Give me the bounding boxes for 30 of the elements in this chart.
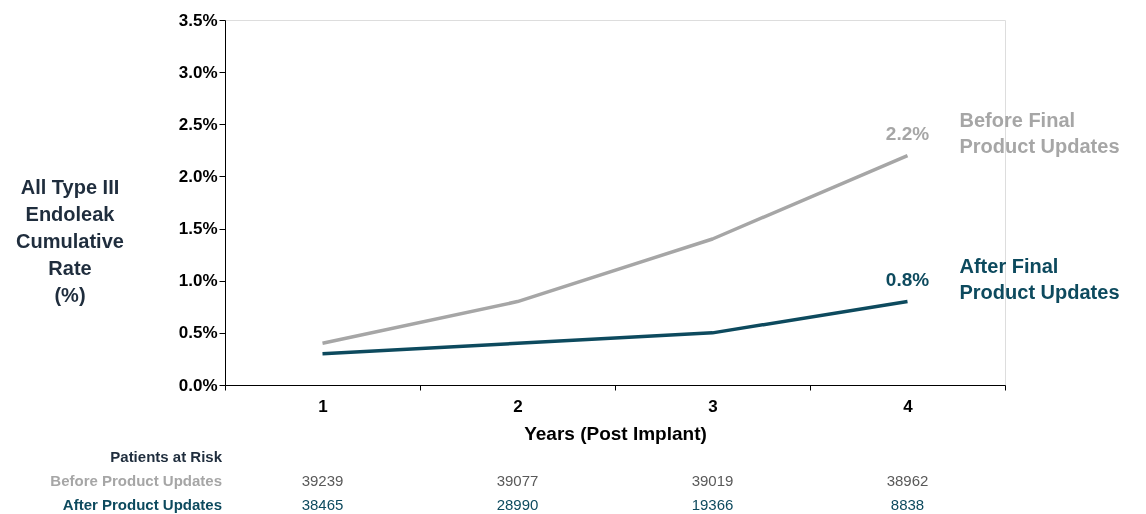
y-tick-label: 2.5% [178, 114, 218, 134]
x-tick-label: 2 [513, 396, 523, 416]
x-tick-label: 1 [318, 396, 328, 416]
text: 39019 [691, 472, 734, 489]
y-tick-label: 2.0% [178, 166, 218, 186]
text: 38962 [886, 472, 929, 489]
y-tick-label: 1.0% [178, 271, 218, 291]
text: Before Product Updates [50, 472, 222, 489]
text: 28990 [496, 496, 539, 513]
y-tick-label: 3.0% [178, 62, 218, 82]
line-series [320, 299, 910, 356]
text: Before Final Product Updates [959, 108, 1120, 157]
x-tick-label: 3 [708, 396, 718, 416]
y-tick-label: 0.5% [178, 323, 218, 343]
text: 38465 [301, 496, 344, 513]
y-tick-label: 1.5% [178, 219, 218, 239]
data-label: 2.2% [885, 122, 930, 144]
text: After Product Updates [62, 496, 222, 513]
text: After Final Product Updates [959, 254, 1120, 303]
x-tick-label: 4 [903, 396, 914, 416]
y-tick-label: 3.5% [178, 10, 218, 30]
text: Patients at Risk [110, 448, 223, 465]
x-axis-title: Years (Post Implant) [524, 422, 707, 444]
y-tick-label: 0.0% [178, 375, 218, 395]
text: 39077 [496, 472, 539, 489]
data-label: 0.8% [885, 268, 930, 290]
text: 39239 [301, 472, 344, 489]
text: 8838 [890, 496, 925, 513]
text: 19366 [691, 496, 734, 513]
y-axis-title: All Type III Endoleak Cumulative Rate (%) [16, 175, 124, 306]
